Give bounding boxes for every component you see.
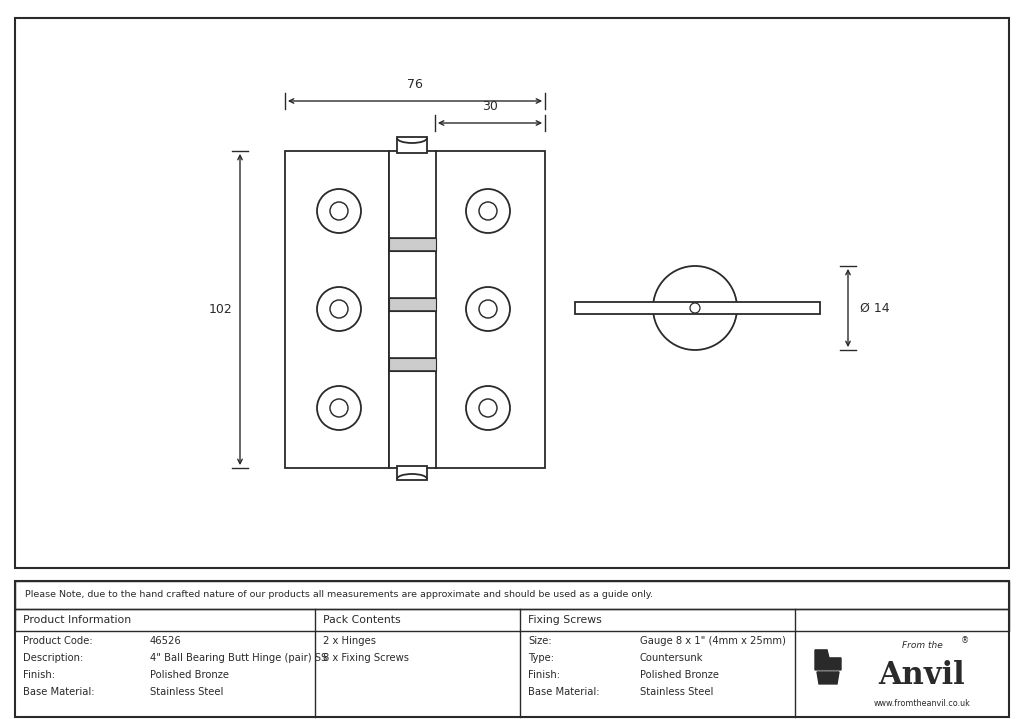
Text: 4" Ball Bearing Butt Hinge (pair) SS: 4" Ball Bearing Butt Hinge (pair) SS — [150, 653, 328, 663]
Text: Fixing Screws: Fixing Screws — [528, 615, 602, 625]
Circle shape — [466, 386, 510, 430]
Text: Base Material:: Base Material: — [23, 687, 94, 697]
Bar — [397, 137, 427, 153]
Text: Polished Bronze: Polished Bronze — [640, 670, 719, 680]
Text: Anvil: Anvil — [879, 661, 966, 692]
Bar — [15, 581, 1009, 609]
Circle shape — [317, 189, 361, 233]
Text: Stainless Steel: Stainless Steel — [150, 687, 223, 697]
Text: Countersunk: Countersunk — [640, 653, 703, 663]
Bar — [389, 298, 436, 311]
Circle shape — [317, 287, 361, 331]
Circle shape — [479, 202, 497, 220]
Bar — [397, 466, 427, 480]
Text: Ø 14: Ø 14 — [860, 301, 890, 314]
Circle shape — [466, 189, 510, 233]
Text: ®: ® — [961, 636, 969, 646]
Text: 102: 102 — [208, 303, 232, 316]
Circle shape — [690, 303, 700, 313]
Bar — [389, 151, 436, 468]
Text: Product Information: Product Information — [23, 615, 131, 625]
Circle shape — [479, 399, 497, 417]
Text: 2 x Hinges: 2 x Hinges — [323, 636, 376, 646]
Text: Pack Contents: Pack Contents — [323, 615, 400, 625]
Bar — [285, 151, 389, 468]
Text: 30: 30 — [482, 100, 498, 113]
Circle shape — [479, 300, 497, 318]
Text: Finish:: Finish: — [23, 670, 55, 680]
Circle shape — [330, 399, 348, 417]
Bar — [15, 609, 1009, 631]
Text: Please Note, due to the hand crafted nature of our products all measurements are: Please Note, due to the hand crafted nat… — [25, 590, 653, 600]
Circle shape — [330, 300, 348, 318]
Text: Product Code:: Product Code: — [23, 636, 92, 646]
Text: Finish:: Finish: — [528, 670, 560, 680]
Bar — [389, 238, 436, 251]
Bar — [389, 358, 436, 371]
Text: 76: 76 — [408, 78, 423, 91]
Text: www.fromtheanvil.co.uk: www.fromtheanvil.co.uk — [873, 700, 971, 708]
Bar — [435, 151, 545, 468]
Text: From the: From the — [901, 641, 942, 651]
Text: Stainless Steel: Stainless Steel — [640, 687, 714, 697]
Polygon shape — [817, 672, 839, 684]
Text: Type:: Type: — [528, 653, 554, 663]
Text: Size:: Size: — [528, 636, 552, 646]
Polygon shape — [815, 650, 841, 670]
Circle shape — [317, 386, 361, 430]
Text: Gauge 8 x 1" (4mm x 25mm): Gauge 8 x 1" (4mm x 25mm) — [640, 636, 785, 646]
Circle shape — [330, 202, 348, 220]
Circle shape — [466, 287, 510, 331]
Text: 8 x Fixing Screws: 8 x Fixing Screws — [323, 653, 409, 663]
Text: Base Material:: Base Material: — [528, 687, 599, 697]
Bar — [575, 302, 820, 314]
Text: 46526: 46526 — [150, 636, 181, 646]
Text: Polished Bronze: Polished Bronze — [150, 670, 229, 680]
Text: Description:: Description: — [23, 653, 83, 663]
Circle shape — [653, 266, 737, 350]
